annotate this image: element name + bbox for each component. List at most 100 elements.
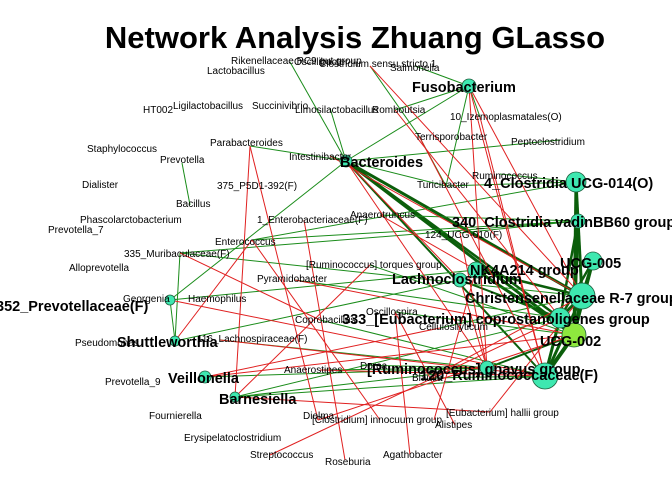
edge-clostss-terri xyxy=(369,65,420,137)
edge-bact-lachno xyxy=(345,160,461,281)
edge-gnav-u002 xyxy=(486,334,575,369)
node-label-fournierella: Fournierella xyxy=(149,411,202,422)
node-label-prevotella: Prevotella xyxy=(160,155,205,166)
node-bact xyxy=(339,154,353,168)
node-label-prevotellaceae352: 352_Prevotellaceae(F) xyxy=(0,299,149,315)
node-label-succinivibrio: Succinivibrio xyxy=(252,101,309,112)
edge-lachno-gnav xyxy=(459,279,488,369)
node-label-clostridia-vadin: 340_Clostridia vadinBB60 group(O) xyxy=(452,215,672,231)
edge-prev352-bact xyxy=(169,160,347,301)
node-label-ligilactobacillus: Ligilactobacillus xyxy=(173,101,243,112)
label-layer: Fusobacterium Bacteroides 4_Clostridia U… xyxy=(0,56,672,468)
edge-veil-u002 xyxy=(204,334,575,378)
edge-izemo-r120 xyxy=(479,116,546,377)
node-label-peptoclostridium: Peptoclostridium xyxy=(511,137,585,148)
edge-anaer-vadin xyxy=(379,214,579,222)
edge-bact-r120 xyxy=(345,160,546,377)
edge-entero-vadin xyxy=(251,220,579,241)
edge-entero-shut xyxy=(174,239,253,342)
node-label-pyramidobacter: Pyramidobacter xyxy=(257,274,328,285)
node-label-terrisporobacter: Terrisporobacter xyxy=(415,132,488,143)
node-u005 xyxy=(583,251,603,271)
edge-limo-bact xyxy=(329,107,347,162)
edge-muri-chris xyxy=(179,252,583,297)
node-label-enterobacteriaceae: 1_Enterobacteriaceae(F) xyxy=(257,215,368,226)
node-label-prevotella9: Prevotella_9 xyxy=(105,377,161,388)
node-label-alistipes: Alistipes xyxy=(435,420,472,431)
edge-anaero-r120 xyxy=(319,369,546,377)
edge-terri-r120 xyxy=(418,135,546,377)
node-label-pseudomonas: Pseudomonas xyxy=(75,338,139,349)
edge-barn-r120 xyxy=(234,375,546,398)
edge-vadin-copro xyxy=(558,220,580,319)
edge-bact-gnav xyxy=(345,160,488,369)
node-label-bacillus: Bacillus xyxy=(176,199,210,210)
node-label-haemophilus: Haemophilus xyxy=(188,294,246,305)
edge-parab-dielma xyxy=(249,145,319,421)
edge-prevo-bacill xyxy=(181,162,191,206)
edge-parab-bact xyxy=(249,145,347,162)
edge-clostss-chris xyxy=(369,65,583,297)
node-label-bacteroides: Bacteroides xyxy=(340,155,423,171)
node-label-blautia: Blautia xyxy=(412,373,443,384)
node-copro xyxy=(549,307,571,329)
node-label-dielma: Dielma xyxy=(303,411,335,422)
node-lachno xyxy=(452,272,468,288)
edge-shut-muri xyxy=(174,252,181,342)
node-label-rikenellaceae: Rikenellaceae RC9 gut group xyxy=(231,56,362,67)
node-gnav xyxy=(479,360,495,376)
node-label-turicibacter: Turicibacter xyxy=(417,180,470,191)
edge-bact-turi xyxy=(345,160,447,187)
edge-enteroF-rose xyxy=(303,219,346,461)
edge-oscil-agath xyxy=(394,311,411,456)
node-fuso xyxy=(461,78,477,94)
node-label-parabacteroides: Parabacteroides xyxy=(210,138,283,149)
node-label-clostridium-ss: Clostridium sensu stricto 1 xyxy=(319,59,437,70)
node-label-anaerostipes: Anaerostipes xyxy=(284,365,342,376)
node-barn xyxy=(229,391,241,403)
edge-romb-u002 xyxy=(394,109,575,336)
edge-fuso-gnav xyxy=(468,85,488,369)
node-label-staphylococcus: Staphylococcus xyxy=(87,144,157,155)
node-label-alloprevotella: Alloprevotella xyxy=(69,263,129,274)
node-label-izemoplasmatales: 10_Izemoplasmatales(O) xyxy=(450,112,562,123)
node-nk xyxy=(467,261,485,279)
edge-barn-copro xyxy=(234,317,561,398)
node-label-christensenellaceae: Christensenellaceae R-7 group xyxy=(465,291,672,307)
node-label-clostridium-innocuum: [Clostridium] innocuum group xyxy=(312,415,442,426)
edge-rumino-c014 xyxy=(499,173,577,183)
node-label-eubacterium-copro: 333_[Eubacterium] coprostanoligenes grou… xyxy=(342,312,650,328)
node-label-oscillospira: Oscillospira xyxy=(366,307,418,318)
edge-oscil-alist xyxy=(394,311,456,426)
edge-cellu-veil xyxy=(204,327,441,378)
edge-salmon-fuso xyxy=(414,65,470,87)
edge-fuso-r120 xyxy=(468,85,546,377)
edge-fuso-chris xyxy=(468,85,583,297)
edge-turi-c014 xyxy=(445,181,577,187)
node-label-ruminococcus-gnavus: [Ruminococcus] gnavus group xyxy=(367,362,581,378)
node-label-intestinibacter: Intestinibacter xyxy=(289,152,352,163)
node-label-roseburia: Roseburia xyxy=(325,457,371,468)
edge-fuso-bact xyxy=(345,85,470,162)
edge-strep-copro xyxy=(269,317,561,456)
node-label-romboutsia: Romboutsia xyxy=(372,105,426,116)
node-chris xyxy=(568,282,596,310)
edge-shut-prev352 xyxy=(169,299,176,342)
node-shut xyxy=(169,335,181,347)
edge-anaero-gnav xyxy=(319,367,488,371)
node-label-lactobacillus: Lactobacillus xyxy=(207,66,265,77)
node-label-enterococcus: Enterococcus xyxy=(215,237,276,248)
node-label-eubacterium-hallii: [Eubacterium] hallii group xyxy=(446,408,559,419)
node-label-ruminococcus: Ruminococcus xyxy=(472,171,538,182)
edge-parab-barn xyxy=(234,145,251,398)
edge-pepto-bact xyxy=(345,139,561,162)
edge-prev352-nk xyxy=(169,269,477,301)
node-label-nk4a214: NK4A214 group xyxy=(470,263,579,279)
node-label-ruminococcaceae120: 120_Ruminococcaceae(F) xyxy=(420,368,598,384)
edge-copb-r120 xyxy=(319,319,546,377)
node-label-coprobacillus: Coprobacillus xyxy=(295,315,356,326)
node-label-ucg002: UCG-002 xyxy=(540,334,601,350)
node-label-dialister: Dialister xyxy=(82,180,119,191)
node-label-streptococcus: Streptococcus xyxy=(250,450,313,461)
